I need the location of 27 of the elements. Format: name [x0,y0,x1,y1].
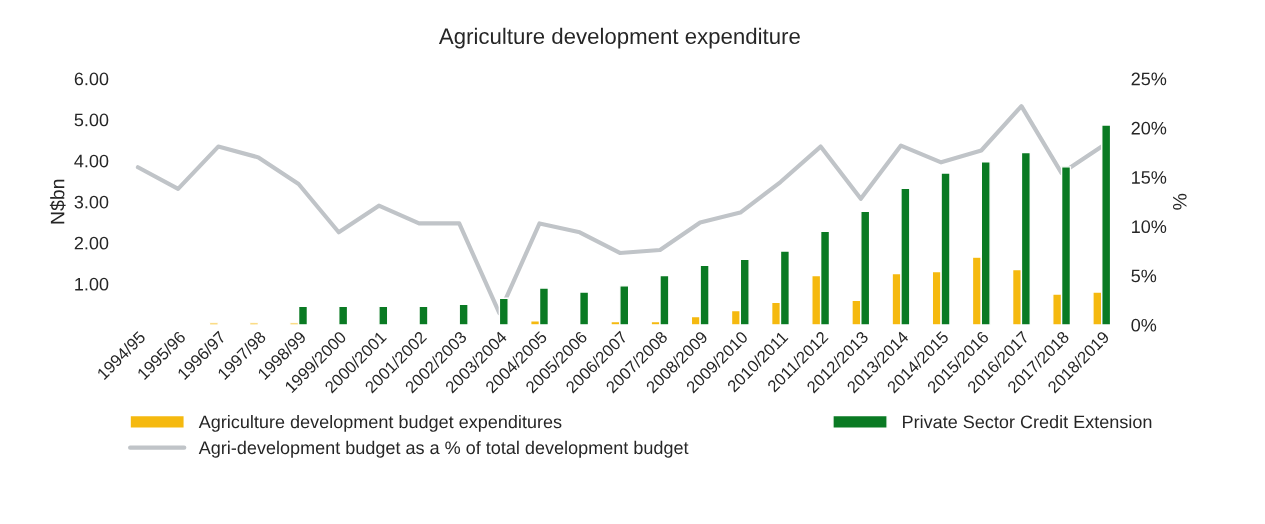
y2-tick-label: 0% [1131,318,1157,332]
y2-tick-label: 25% [1131,72,1167,86]
legend-label: Agriculture development budget expenditures [198,415,562,432]
y-tick-label: 4.00 [74,154,109,168]
y2-tick-label: 20% [1131,121,1167,135]
bar [458,303,469,325]
y-axis-title: N$bn [49,179,66,224]
bar [338,305,349,325]
y2-tick-label: 15% [1132,171,1167,184]
y2-tick-label: 10% [1132,220,1167,234]
chart-title: Agriculture development expenditure [438,27,800,49]
bar [498,297,509,325]
y-tick-label: 6.00 [74,72,109,86]
legend-label: Private Sector Credit Extension [903,415,1152,429]
bar [248,322,260,325]
y-tick-label: 3.00 [74,195,109,209]
y-tick-label: 2.00 [74,236,109,250]
y2-axis-title: % [1173,193,1187,210]
bar [208,322,219,325]
legend-label: Agri-development budget as a % of total development budget [198,440,689,458]
bar [578,291,590,325]
y-tick-label: 1.00 [75,277,109,291]
y-tick-label: 5.00 [74,113,109,127]
bar [378,305,389,325]
y2-tick-label: 5% [1131,269,1157,283]
line-series [135,104,1104,316]
bar [418,305,429,325]
